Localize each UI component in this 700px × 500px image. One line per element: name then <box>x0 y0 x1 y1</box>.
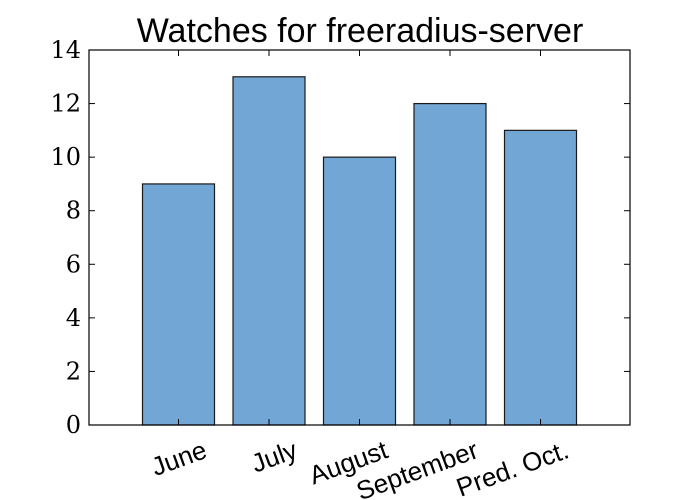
chart-title: Watches for freeradius-server <box>137 12 584 50</box>
bar-september <box>413 102 487 426</box>
plot-frame <box>88 49 631 426</box>
bar-june <box>141 183 216 426</box>
y-axis: 0 2 4 6 8 10 12 14 <box>50 36 630 439</box>
y-tick-label: 12 <box>50 90 81 118</box>
bars-group <box>141 50 578 426</box>
y-tick-label: 14 <box>50 36 81 64</box>
bar-pred-oct <box>503 129 578 426</box>
y-tick-label: 0 <box>66 411 81 439</box>
x-tick-label: July <box>247 434 301 478</box>
bar-august <box>322 156 397 426</box>
bar-july <box>232 76 306 426</box>
y-tick-label: 10 <box>50 143 81 171</box>
y-tick-label: 2 <box>66 357 81 385</box>
x-tick-label: June <box>147 434 210 481</box>
y-tick-label: 4 <box>66 304 81 332</box>
y-tick-label: 6 <box>66 250 81 278</box>
y-tick-label: 8 <box>66 197 81 225</box>
